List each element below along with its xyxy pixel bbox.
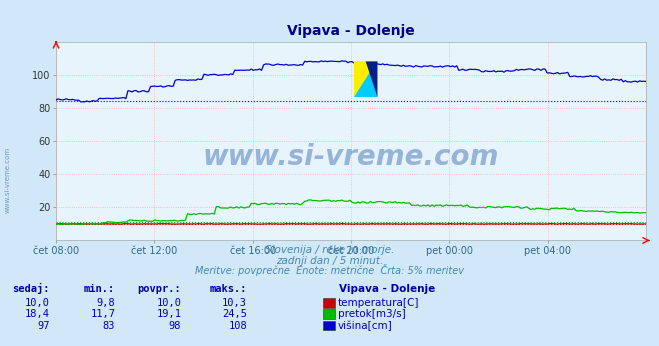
Text: temperatura[C]: temperatura[C]: [338, 298, 420, 308]
Text: 9,8: 9,8: [97, 298, 115, 308]
Text: www.si-vreme.com: www.si-vreme.com: [5, 147, 11, 213]
Text: 98: 98: [169, 321, 181, 331]
Text: zadnji dan / 5 minut.: zadnji dan / 5 minut.: [276, 256, 383, 266]
Text: 83: 83: [103, 321, 115, 331]
Text: Slovenija / reke in morje.: Slovenija / reke in morje.: [265, 245, 394, 255]
Text: min.:: min.:: [84, 284, 115, 294]
Text: 19,1: 19,1: [156, 309, 181, 319]
Text: 24,5: 24,5: [222, 309, 247, 319]
Polygon shape: [354, 62, 378, 97]
Text: 18,4: 18,4: [24, 309, 49, 319]
Text: 11,7: 11,7: [90, 309, 115, 319]
Text: Vipava - Dolenje: Vipava - Dolenje: [339, 284, 436, 294]
Text: 108: 108: [229, 321, 247, 331]
Text: www.si-vreme.com: www.si-vreme.com: [203, 143, 499, 171]
Text: 97: 97: [37, 321, 49, 331]
Text: sedaj:: sedaj:: [12, 283, 49, 294]
Text: višina[cm]: višina[cm]: [338, 320, 393, 331]
Text: 10,0: 10,0: [156, 298, 181, 308]
Text: 10,3: 10,3: [222, 298, 247, 308]
Text: pretok[m3/s]: pretok[m3/s]: [338, 309, 406, 319]
Polygon shape: [354, 62, 378, 97]
Text: povpr.:: povpr.:: [138, 284, 181, 294]
Text: Meritve: povprečne  Enote: metrične  Črta: 5% meritev: Meritve: povprečne Enote: metrične Črta:…: [195, 264, 464, 276]
Text: maks.:: maks.:: [210, 284, 247, 294]
Polygon shape: [366, 62, 378, 97]
Text: 10,0: 10,0: [24, 298, 49, 308]
Title: Vipava - Dolenje: Vipava - Dolenje: [287, 24, 415, 38]
